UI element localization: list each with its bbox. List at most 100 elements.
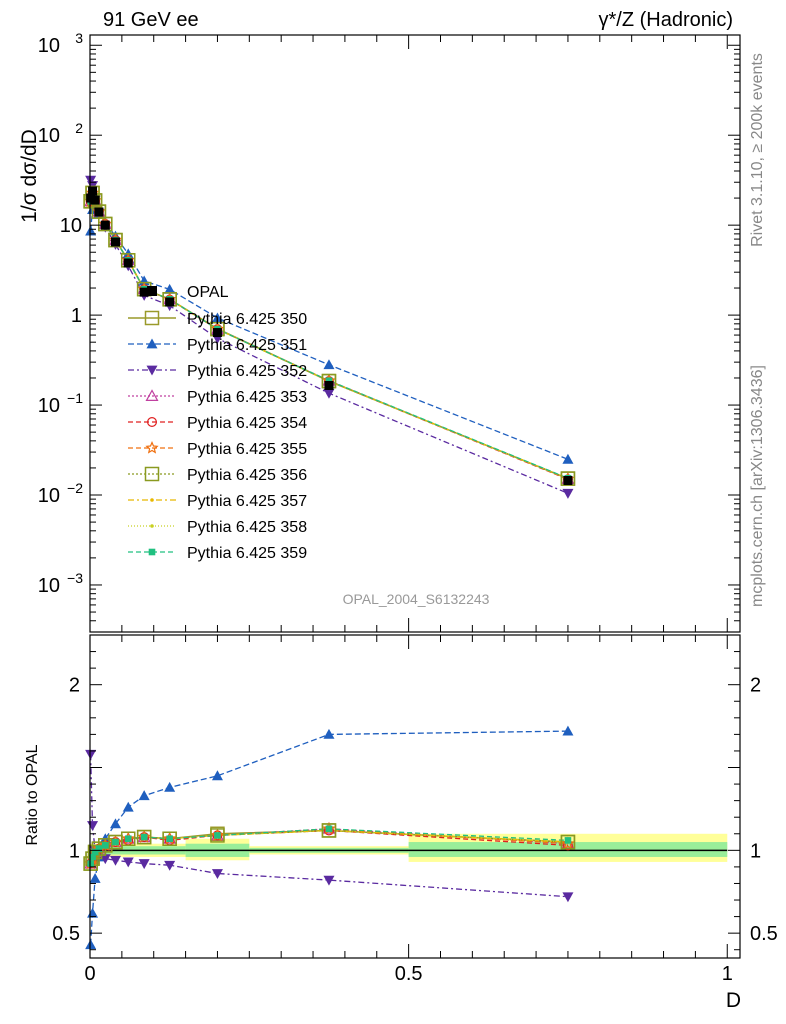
xtick-label-1: 0.5 <box>395 963 423 985</box>
upper-line-0 <box>89 190 569 480</box>
upper-frame <box>89 34 741 633</box>
lower-point-9-9 <box>214 832 221 839</box>
data-point-1 <box>88 186 98 196</box>
upper-point-2-0 <box>85 175 97 186</box>
legend-label-0: Pythia 6.425 350 <box>187 311 307 328</box>
lower-line-2 <box>89 754 568 898</box>
lower-point-6-9 <box>210 828 225 843</box>
lower-point-9-2 <box>91 848 99 856</box>
upper-ytick-label-0: 10 <box>38 575 60 597</box>
upper-line-3 <box>89 190 569 480</box>
lower-point-6-7 <box>136 829 152 845</box>
lower-point-2-4 <box>99 854 111 865</box>
upper-line-9 <box>89 190 569 479</box>
lower-point-2-7 <box>138 859 150 870</box>
data-point-8 <box>165 297 175 307</box>
lower-point-9-1 <box>89 853 96 861</box>
upper-point-1-9 <box>211 312 223 323</box>
legend-label-1: Pythia 6.425 351 <box>187 337 307 354</box>
data-point-7 <box>139 287 149 297</box>
upper-point-9-10 <box>325 377 333 385</box>
upper-ytick-exp-5: 2 <box>75 120 83 136</box>
data-point-2 <box>90 195 100 205</box>
lower-point-1-10 <box>323 728 335 739</box>
lower-point-2-11 <box>562 892 574 903</box>
upper-line-1 <box>89 206 569 460</box>
lower-point-2-9 <box>211 869 223 880</box>
lower-point-9-10 <box>325 825 333 833</box>
header-left: 91 GeV ee <box>103 9 199 31</box>
data-point-6 <box>123 258 133 268</box>
legend-marker-4 <box>147 417 158 428</box>
legend-marker-0 <box>144 310 160 326</box>
lower-point-1-7 <box>138 790 150 801</box>
lower-point-9-3 <box>95 845 103 852</box>
data-point-3 <box>94 207 104 217</box>
legend-marker-1 <box>146 338 158 349</box>
legend-label-9: Pythia 6.425 359 <box>187 545 307 562</box>
source-label: mcplots.cern.ch [arXiv:1306.3436] <box>749 365 766 607</box>
lower-ytick-label-right-1: 1 <box>750 840 761 862</box>
legend: OPAL Pythia 6.425 350 Pythia 6.425 351 Pyth… <box>128 284 307 562</box>
legend-marker-9 <box>148 548 156 556</box>
upper-y-axis-label: 1/σ dσ/dD <box>18 129 41 223</box>
lower-point-9-6 <box>124 835 132 843</box>
lower-point-1-6 <box>122 801 134 812</box>
upper-point-6-4 <box>98 216 113 232</box>
lower-point-1-9 <box>211 770 223 781</box>
upper-point-2-11 <box>562 488 574 499</box>
upper-ytick-label-5: 10 <box>38 125 60 147</box>
upper-ytick-label-2: 10 <box>38 395 60 417</box>
data-point-11 <box>563 475 573 485</box>
upper-line-5 <box>89 190 569 480</box>
lower-point-9-5 <box>112 838 119 846</box>
xtick-label-0: 0 <box>84 963 95 985</box>
upper-ytick-exp-6: 3 <box>75 30 83 46</box>
legend-label-6: Pythia 6.425 356 <box>187 467 307 484</box>
lower-point-1-8 <box>164 781 176 792</box>
upper-ytick-exp-0: −3 <box>67 570 83 586</box>
lower-point-9-8 <box>166 835 173 843</box>
legend-marker-3 <box>145 389 159 401</box>
lower-point-6-6 <box>120 831 136 846</box>
legend-marker-7 <box>150 498 154 502</box>
lower-y-axis-label: Ratio to OPAL <box>24 744 41 845</box>
lower-point-9-4 <box>101 842 109 849</box>
lower-point-2-5 <box>109 855 121 866</box>
upper-line-6 <box>89 190 569 480</box>
lower-point-2-8 <box>164 860 176 871</box>
upper-line-7 <box>89 190 569 480</box>
legend-label-data: OPAL <box>187 284 229 301</box>
lower-point-9-7 <box>140 833 148 841</box>
lower-point-1-5 <box>109 818 121 829</box>
lower-point-6-11 <box>560 834 576 850</box>
data-point-9 <box>212 328 222 338</box>
header-right: γ*/Z (Hadronic) <box>599 9 733 31</box>
legend-label-7: Pythia 6.425 357 <box>187 493 307 510</box>
lower-point-5-11 <box>561 836 575 850</box>
lower-ytick-label-right-0: 0.5 <box>750 923 778 945</box>
upper-point-6-5 <box>108 232 123 248</box>
lower-point-6-8 <box>162 831 177 846</box>
upper-point-6-11 <box>560 471 576 486</box>
lower-frame <box>89 634 741 959</box>
legend-label-2: Pythia 6.425 352 <box>187 363 307 380</box>
lower-line-1 <box>89 730 568 945</box>
x-axis-label: D <box>726 989 741 1012</box>
upper-point-2-10 <box>323 388 335 399</box>
xtick-label-2: 1 <box>722 963 733 985</box>
lower-ytick-label-right-2: 2 <box>750 675 761 697</box>
upper-point-1-11 <box>562 453 574 464</box>
lower-point-2-1 <box>87 821 99 831</box>
legend-marker-8 <box>150 524 154 528</box>
data-point-5 <box>110 237 120 247</box>
lower-point-9-0 <box>87 860 94 867</box>
rivet-label: Rivet 3.1.10, ≥ 200k events <box>749 53 766 247</box>
lower-point-9-11 <box>564 837 572 844</box>
legend-label-3: Pythia 6.425 353 <box>187 389 307 406</box>
analysis-label: OPAL_2004_S6132243 <box>343 591 490 607</box>
lower-point-6-10 <box>321 823 337 838</box>
legend-label-8: Pythia 6.425 358 <box>187 519 307 536</box>
lower-ytick-label-1: 1 <box>69 840 80 862</box>
